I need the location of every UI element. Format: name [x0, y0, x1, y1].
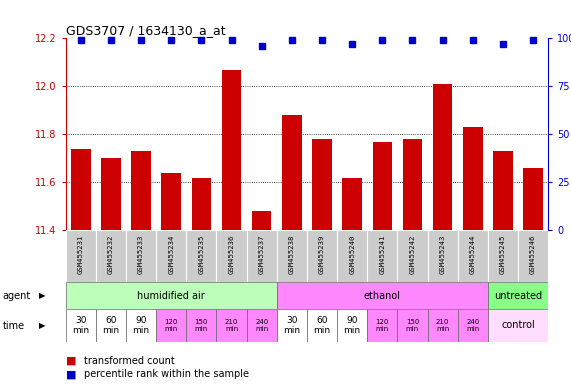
Text: GSM455233: GSM455233	[138, 235, 144, 274]
Bar	[222, 70, 242, 230]
Bar	[66, 230, 96, 282]
Bar	[403, 139, 423, 230]
Bar	[126, 230, 156, 282]
Bar	[96, 309, 126, 342]
Bar	[307, 230, 337, 282]
Text: GSM455242: GSM455242	[409, 235, 416, 274]
Text: 90
min: 90 min	[344, 316, 361, 335]
Bar	[312, 139, 332, 230]
Text: GSM455246: GSM455246	[530, 235, 536, 274]
Text: humidified air: humidified air	[138, 291, 205, 301]
Bar	[307, 309, 337, 342]
Text: GSM455245: GSM455245	[500, 235, 506, 274]
Bar	[397, 309, 428, 342]
Bar	[428, 230, 458, 282]
Bar	[277, 230, 307, 282]
Text: 120
min: 120 min	[376, 319, 389, 332]
Bar	[282, 115, 301, 230]
Bar	[216, 230, 247, 282]
Text: 90
min: 90 min	[132, 316, 150, 335]
Bar	[101, 159, 120, 230]
Text: GSM455244: GSM455244	[470, 235, 476, 274]
Text: 240
min: 240 min	[466, 319, 480, 332]
Bar	[428, 309, 458, 342]
Bar	[216, 309, 247, 342]
Bar	[66, 309, 96, 342]
Text: 60
min: 60 min	[102, 316, 119, 335]
Bar	[277, 282, 488, 309]
Bar	[337, 309, 367, 342]
Bar	[131, 151, 151, 230]
Text: GSM455235: GSM455235	[198, 235, 204, 274]
Bar	[191, 178, 211, 230]
Bar	[458, 309, 488, 342]
Text: ▶: ▶	[39, 321, 45, 330]
Bar	[458, 230, 488, 282]
Bar	[156, 309, 186, 342]
Bar	[252, 211, 271, 230]
Bar	[343, 178, 362, 230]
Text: GSM455237: GSM455237	[259, 235, 265, 274]
Text: transformed count: transformed count	[84, 356, 175, 366]
Bar	[523, 168, 543, 230]
Text: 210
min: 210 min	[436, 319, 449, 332]
Bar	[156, 230, 186, 282]
Bar	[66, 282, 277, 309]
Bar	[277, 309, 307, 342]
Bar	[247, 230, 277, 282]
Bar	[433, 84, 452, 230]
Text: GSM455239: GSM455239	[319, 235, 325, 274]
Bar	[71, 149, 91, 230]
Bar	[372, 142, 392, 230]
Text: percentile rank within the sample: percentile rank within the sample	[84, 369, 249, 379]
Text: GDS3707 / 1634130_a_at: GDS3707 / 1634130_a_at	[66, 24, 226, 37]
Text: GSM455236: GSM455236	[228, 235, 235, 274]
Bar	[96, 230, 126, 282]
Text: 210
min: 210 min	[225, 319, 238, 332]
Text: GSM455234: GSM455234	[168, 235, 174, 274]
Text: control: control	[501, 320, 535, 331]
Text: GSM455243: GSM455243	[440, 235, 445, 274]
Bar	[162, 173, 181, 230]
Bar	[488, 309, 548, 342]
Text: 240
min: 240 min	[255, 319, 268, 332]
Bar	[493, 151, 513, 230]
Bar	[186, 309, 216, 342]
Text: untreated: untreated	[494, 291, 542, 301]
Bar	[367, 309, 397, 342]
Text: ▶: ▶	[39, 291, 45, 300]
Text: GSM455241: GSM455241	[379, 235, 385, 274]
Bar	[518, 230, 548, 282]
Text: GSM455231: GSM455231	[78, 235, 84, 274]
Text: 150
min: 150 min	[195, 319, 208, 332]
Bar	[247, 309, 277, 342]
Text: 30
min: 30 min	[283, 316, 300, 335]
Text: ethanol: ethanol	[364, 291, 401, 301]
Text: 150
min: 150 min	[406, 319, 419, 332]
Text: agent: agent	[3, 291, 31, 301]
Bar	[337, 230, 367, 282]
Text: 60
min: 60 min	[313, 316, 331, 335]
Bar	[186, 230, 216, 282]
Text: 120
min: 120 min	[164, 319, 178, 332]
Bar	[488, 282, 548, 309]
Text: ■: ■	[66, 369, 76, 379]
Bar	[367, 230, 397, 282]
Text: time: time	[3, 321, 25, 331]
Bar	[397, 230, 428, 282]
Text: ■: ■	[66, 356, 76, 366]
Text: 30
min: 30 min	[72, 316, 89, 335]
Text: GSM455238: GSM455238	[289, 235, 295, 274]
Text: GSM455240: GSM455240	[349, 235, 355, 274]
Text: GSM455232: GSM455232	[108, 235, 114, 274]
Bar	[126, 309, 156, 342]
Bar	[463, 127, 482, 230]
Bar	[488, 230, 518, 282]
